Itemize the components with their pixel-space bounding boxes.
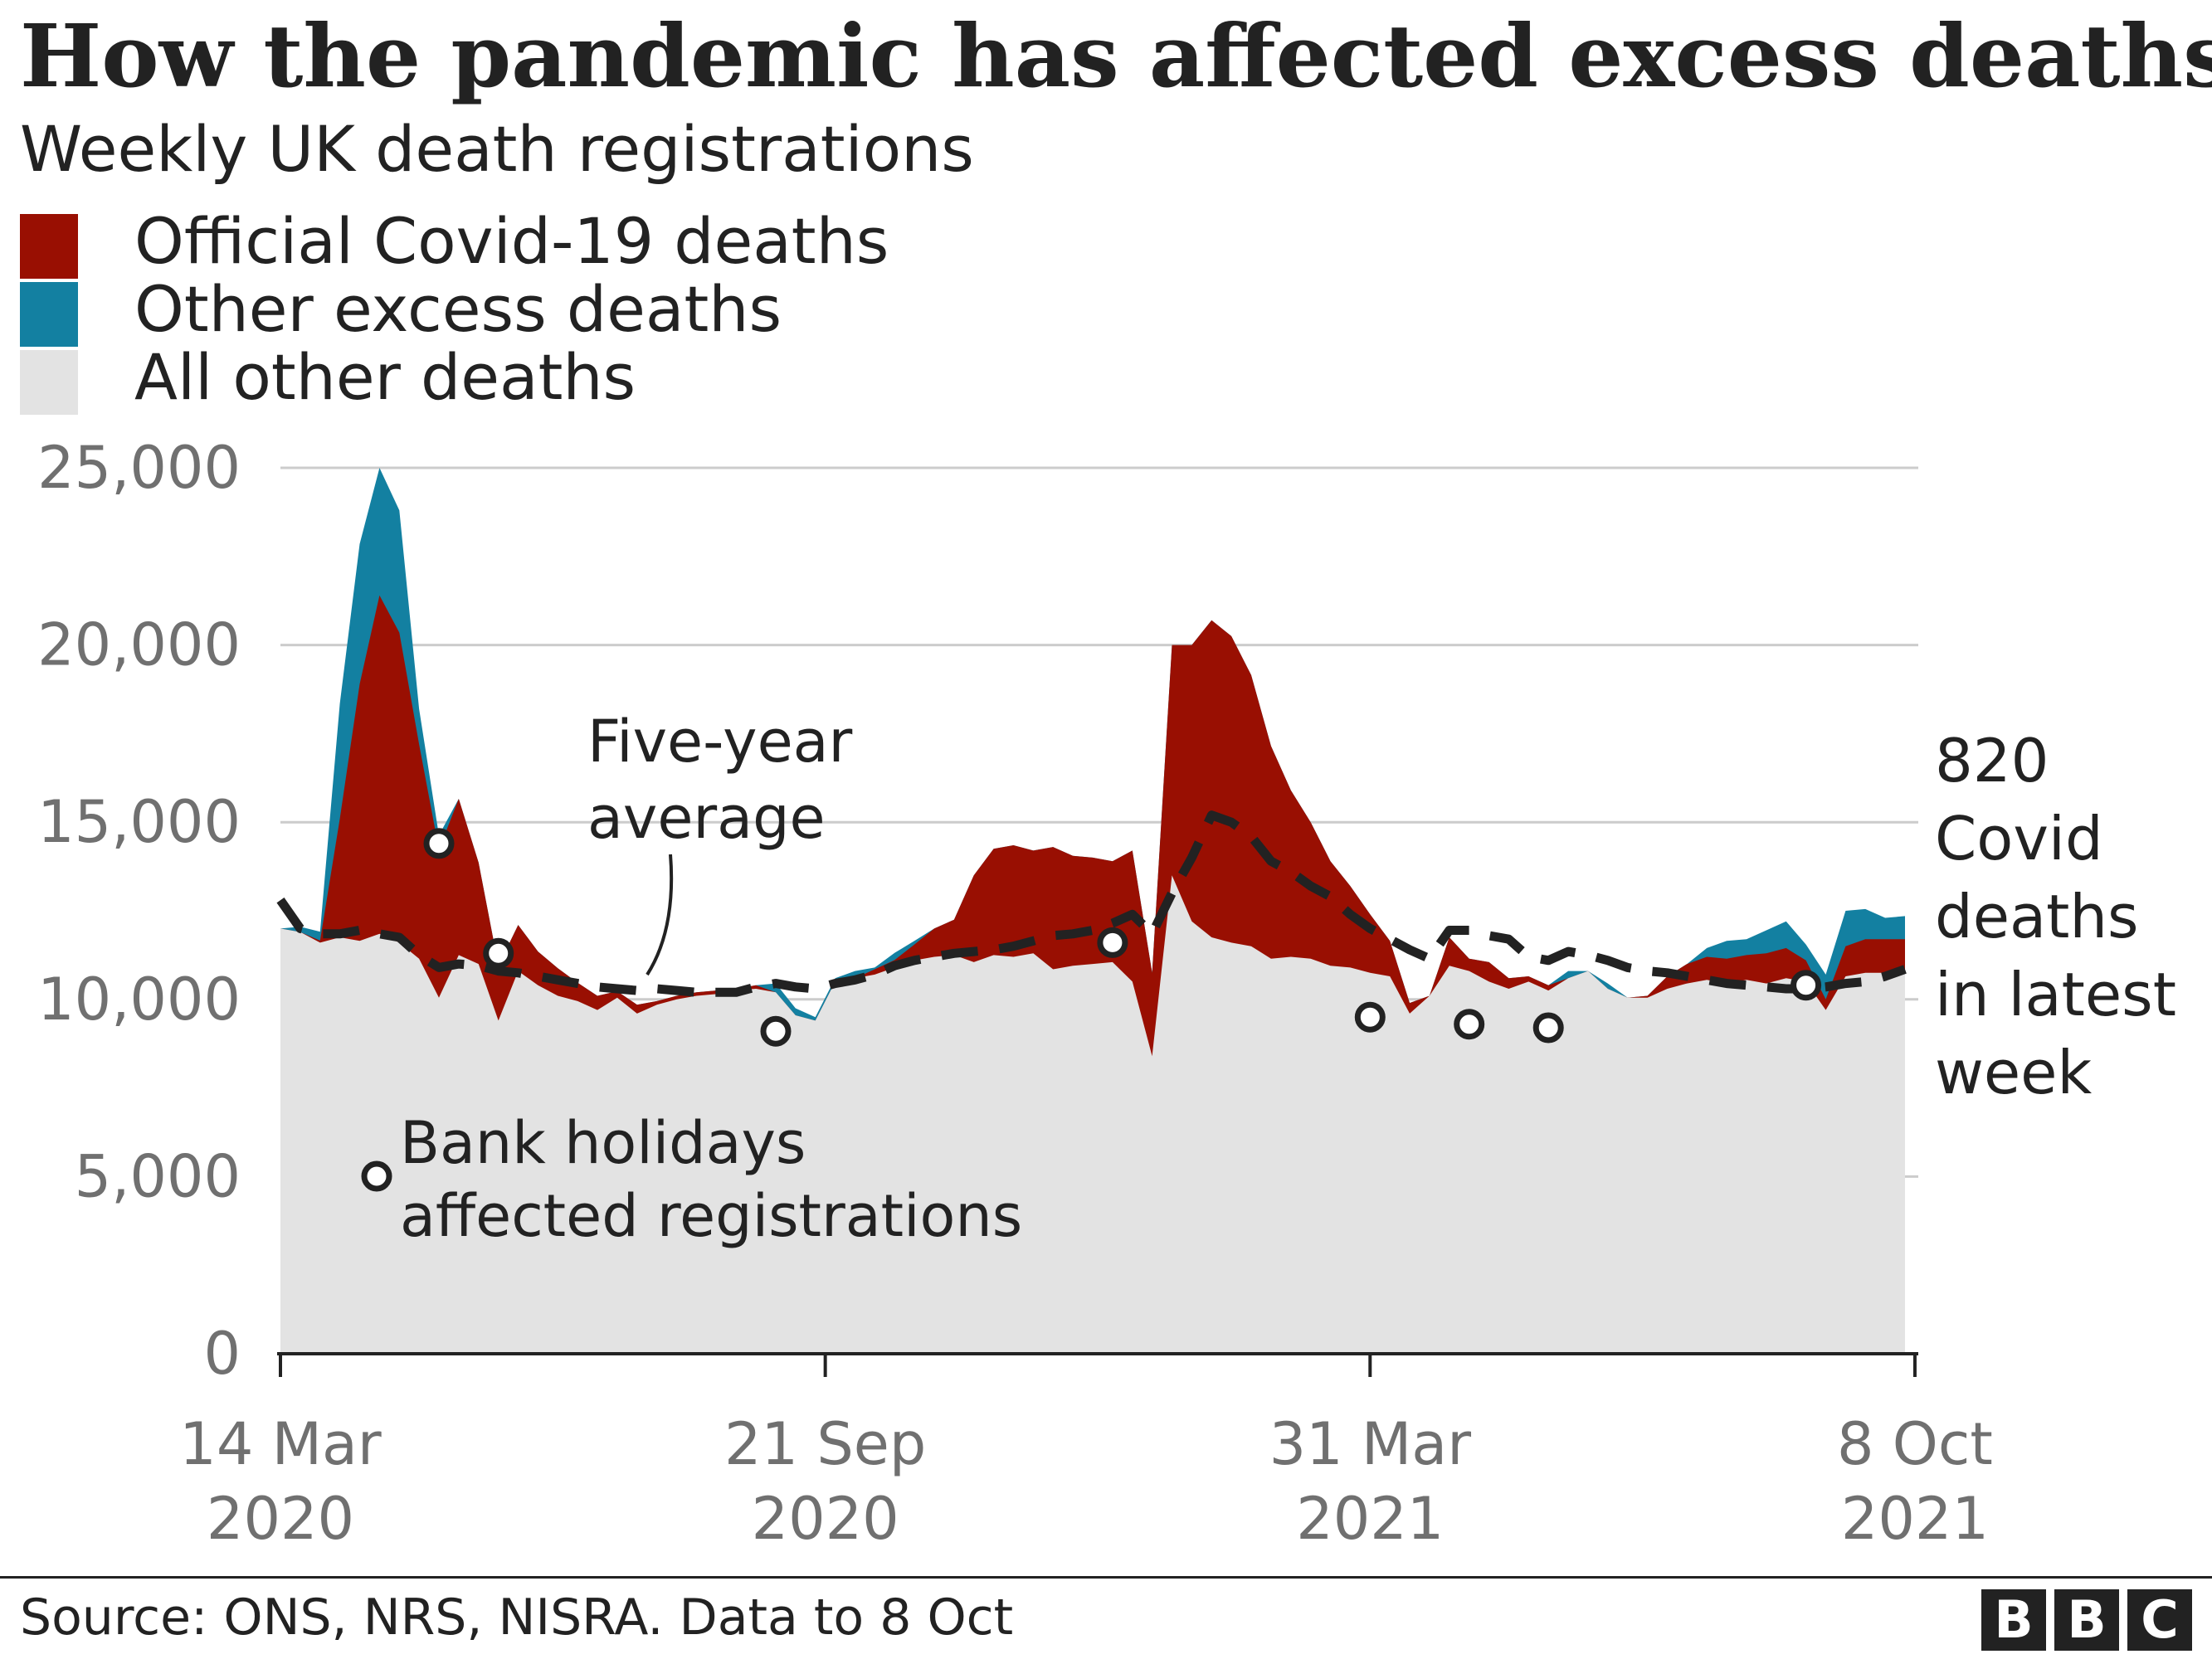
y-tick-label: 10,000 (37, 966, 241, 1034)
callout-line: Covid (1935, 804, 2103, 873)
bank-holiday-marker (483, 937, 514, 969)
five-year-average-line (276, 810, 1907, 997)
five-year-label-line1: Five-year (587, 708, 853, 776)
bank-holiday-marker (1791, 970, 1822, 1001)
bank-holiday-marker (1354, 1001, 1386, 1033)
y-axis: 0 5,000 10,000 15,000 20,000 25,000 (37, 434, 241, 1388)
bbc-logo-letter: B (2054, 1589, 2119, 1651)
area-all-other-deaths (280, 875, 1905, 1354)
x-tick-label: 14 Mar (179, 1410, 382, 1478)
area-series (280, 468, 1905, 1354)
x-tick-label: 2021 (1841, 1485, 1989, 1553)
bbc-logo-letter: B (1981, 1589, 2046, 1651)
footer-divider (0, 1576, 2212, 1579)
bank-holiday-marker (1454, 1009, 1485, 1040)
legend-swatch-other-excess (20, 282, 78, 347)
bank-holiday-marker (1097, 927, 1128, 958)
bbc-logo: B B C (1981, 1589, 2192, 1651)
legend-label-all-other: All other deaths (134, 340, 636, 414)
latest-week-callout: 820 Covid deaths in latest week (1935, 722, 2176, 1112)
callout-line: deaths (1935, 882, 2139, 951)
y-tick-label: 5,000 (75, 1142, 241, 1210)
callout-line: 820 (1935, 726, 2049, 795)
page-title: How the pandemic has affected excess dea… (20, 5, 2212, 107)
legend-label-other-excess: Other excess deaths (134, 272, 782, 346)
x-tick-label: 2021 (1296, 1485, 1444, 1553)
y-tick-label: 25,000 (37, 434, 241, 502)
bank-holiday-markers (423, 828, 1822, 1047)
bank-holiday-marker (760, 1015, 792, 1047)
bank-holiday-label-line2: affected registrations (400, 1182, 1022, 1250)
legend-swatch-all-other (20, 350, 78, 415)
x-tick-label: 2020 (752, 1485, 899, 1553)
five-year-label-line2: average (587, 784, 826, 852)
bank-holiday-marker (1532, 1012, 1564, 1044)
y-tick-label: 15,000 (37, 788, 241, 856)
callout-line: in latest (1935, 960, 2176, 1029)
x-tick-label: 8 Oct (1837, 1410, 1993, 1478)
source-note: Source: ONS, NRS, NISRA. Data to 8 Oct (20, 1588, 1014, 1647)
x-axis: 14 Mar 2020 21 Sep 2020 31 Mar 2021 8 Oct 2021 (179, 1352, 1993, 1553)
y-tick-label: 20,000 (37, 611, 241, 679)
legend-label-covid: Official Covid-19 deaths (134, 204, 889, 278)
bank-holiday-legend-marker (361, 1160, 392, 1192)
bank-holiday-marker (423, 828, 455, 859)
x-tick-label: 2020 (207, 1485, 354, 1553)
legend-swatch-covid (20, 214, 78, 279)
chart-subtitle: Weekly UK death registrations (20, 112, 974, 186)
five-year-leader-line (646, 854, 674, 976)
y-tick-label: 0 (203, 1320, 241, 1388)
x-tick-label: 31 Mar (1269, 1410, 1472, 1478)
callout-line: week (1935, 1038, 2093, 1107)
bbc-logo-letter: C (2127, 1589, 2192, 1651)
x-tick-label: 21 Sep (724, 1410, 926, 1478)
bank-holiday-label-line1: Bank holidays (400, 1109, 806, 1177)
